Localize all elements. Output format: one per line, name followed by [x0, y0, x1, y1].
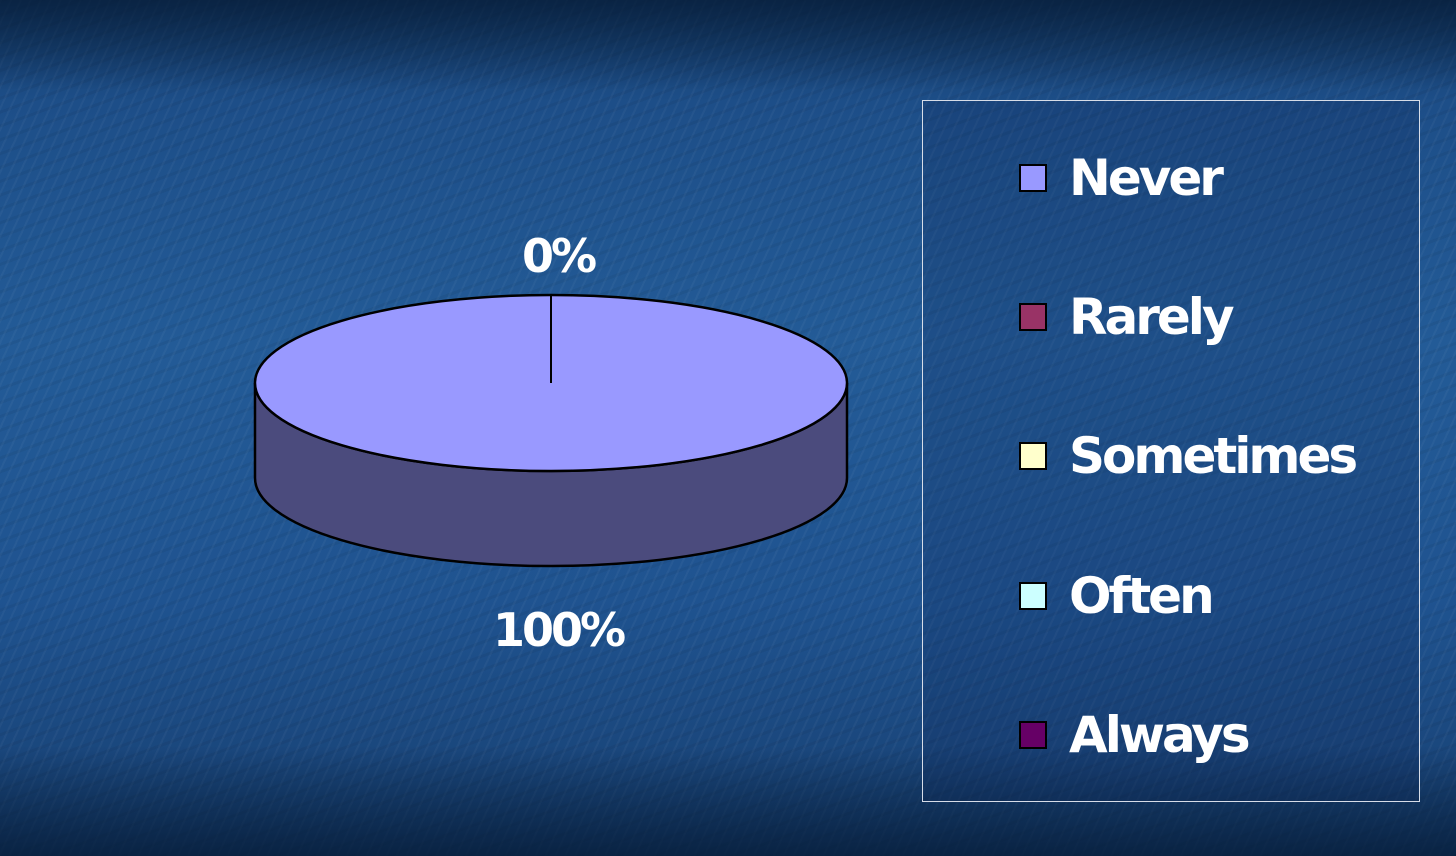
legend-item-always: Always — [1019, 705, 1251, 765]
data-label-zero: 0% — [522, 229, 596, 283]
data-label-never: 100% — [493, 603, 625, 657]
legend-swatch-often — [1019, 582, 1047, 610]
legend-item-often: Often — [1019, 566, 1215, 626]
pie-group — [253, 293, 849, 568]
legend-label-often: Often — [1069, 567, 1215, 625]
legend-label-always: Always — [1069, 706, 1251, 764]
legend-label-never: Never — [1069, 149, 1224, 207]
chart-legend: Never Rarely Sometimes Often Always — [922, 100, 1420, 802]
legend-item-sometimes: Sometimes — [1019, 426, 1358, 486]
legend-swatch-never — [1019, 164, 1047, 192]
legend-swatch-always — [1019, 721, 1047, 749]
legend-label-sometimes: Sometimes — [1069, 427, 1358, 485]
legend-item-rarely: Rarely — [1019, 287, 1235, 347]
legend-swatch-rarely — [1019, 303, 1047, 331]
legend-swatch-sometimes — [1019, 442, 1047, 470]
legend-item-never: Never — [1019, 148, 1224, 208]
legend-label-rarely: Rarely — [1069, 288, 1235, 346]
